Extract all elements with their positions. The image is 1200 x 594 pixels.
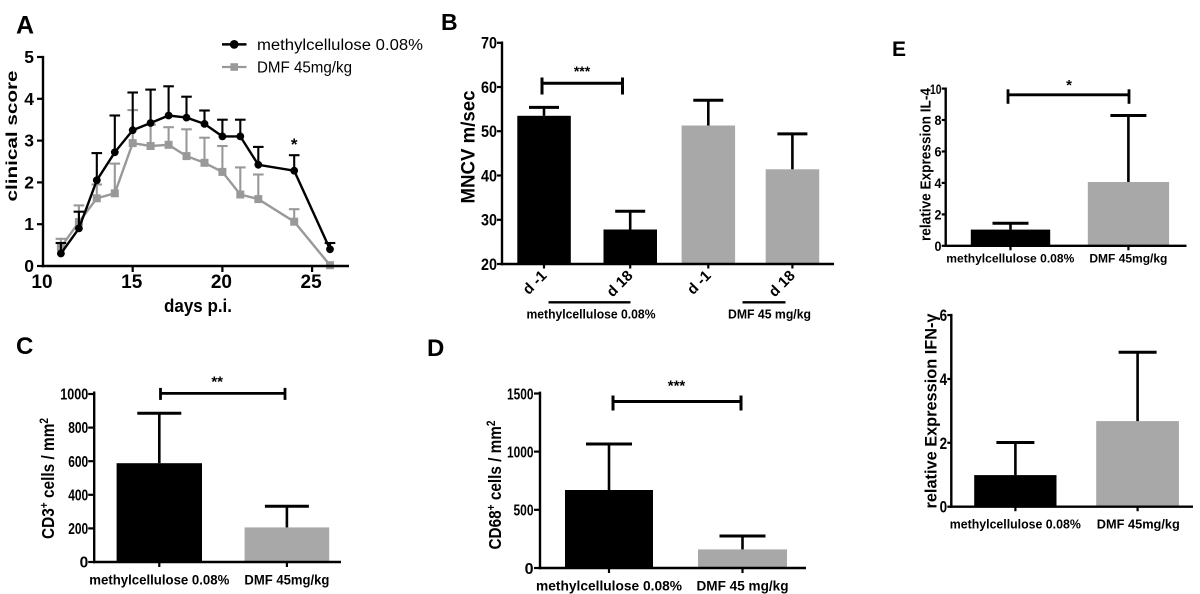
svg-text:*: * [1066, 77, 1072, 94]
svg-text:3: 3 [24, 131, 34, 151]
svg-text:50: 50 [481, 123, 497, 141]
svg-text:1000: 1000 [60, 387, 88, 404]
svg-text:0: 0 [80, 555, 89, 572]
svg-text:10: 10 [930, 81, 942, 97]
svg-text:1: 1 [24, 214, 34, 234]
svg-text:0: 0 [935, 238, 942, 254]
svg-text:200: 200 [68, 521, 88, 538]
svg-text:relative Expression IFN-γ: relative Expression IFN-γ [922, 313, 941, 509]
svg-text:15: 15 [121, 272, 143, 293]
svg-text:CD3+ cells / mm2: CD3+ cells / mm2 [38, 418, 58, 539]
svg-text:0: 0 [525, 561, 534, 578]
svg-text:**: ** [211, 374, 223, 391]
svg-text:C: C [16, 333, 33, 360]
svg-text:30: 30 [481, 212, 497, 230]
svg-text:40: 40 [481, 167, 497, 185]
svg-text:***: *** [668, 378, 686, 395]
svg-text:DMF 45mg/kg: DMF 45mg/kg [244, 573, 329, 588]
svg-text:relative Expression IL-4: relative Expression IL-4 [919, 88, 935, 241]
svg-text:methylcellulose 0.08%: methylcellulose 0.08% [527, 308, 656, 322]
svg-text:MNCV m/sec: MNCV m/sec [458, 90, 480, 203]
svg-text:5: 5 [24, 47, 34, 67]
svg-text:methylcellulose 0.08%: methylcellulose 0.08% [257, 37, 423, 54]
svg-text:70: 70 [481, 35, 497, 53]
svg-text:60: 60 [481, 79, 497, 97]
svg-text:***: *** [574, 63, 591, 79]
svg-text:D: D [427, 335, 444, 362]
svg-text:DMF 45 mg/kg: DMF 45 mg/kg [728, 308, 811, 322]
svg-text:800: 800 [68, 420, 88, 437]
svg-text:400: 400 [68, 487, 88, 504]
svg-text:2: 2 [24, 172, 34, 192]
svg-text:A: A [16, 12, 34, 40]
svg-text:4: 4 [24, 89, 34, 109]
svg-text:*: * [291, 135, 298, 154]
svg-text:clinical score: clinical score [4, 70, 21, 201]
svg-text:methylcellulose 0.08%: methylcellulose 0.08% [89, 573, 229, 588]
svg-text:20: 20 [481, 256, 497, 274]
svg-text:2: 2 [935, 207, 942, 223]
svg-text:4: 4 [940, 370, 948, 389]
svg-text:600: 600 [68, 454, 88, 471]
svg-text:4: 4 [935, 175, 942, 191]
svg-text:E: E [892, 38, 906, 61]
svg-text:25: 25 [301, 272, 323, 293]
svg-text:1500: 1500 [507, 386, 534, 403]
svg-text:DMF 45 mg/kg: DMF 45 mg/kg [697, 579, 789, 594]
svg-text:20: 20 [211, 272, 232, 293]
svg-text:methylcellulose 0.08%: methylcellulose 0.08% [946, 252, 1074, 266]
svg-text:6: 6 [940, 306, 948, 325]
svg-text:DMF 45mg/kg: DMF 45mg/kg [1089, 252, 1167, 266]
svg-text:500: 500 [514, 503, 534, 520]
svg-text:DMF 45mg/kg: DMF 45mg/kg [1097, 517, 1180, 532]
svg-text:B: B [441, 9, 458, 35]
svg-text:days p.i.: days p.i. [164, 296, 232, 316]
svg-text:2: 2 [940, 434, 948, 453]
svg-text:methylcellulose 0.08%: methylcellulose 0.08% [950, 517, 1081, 532]
svg-text:0: 0 [24, 256, 34, 276]
svg-text:DMF 45mg/kg: DMF 45mg/kg [257, 59, 352, 76]
svg-text:8: 8 [935, 112, 942, 128]
svg-text:10: 10 [31, 272, 52, 293]
svg-text:methylcellulose 0.08%: methylcellulose 0.08% [536, 579, 682, 594]
svg-text:1000: 1000 [507, 444, 534, 461]
svg-text:6: 6 [935, 144, 942, 160]
svg-text:0: 0 [940, 498, 948, 517]
svg-text:CD68+ cells / mm2: CD68+ cells / mm2 [485, 421, 505, 550]
